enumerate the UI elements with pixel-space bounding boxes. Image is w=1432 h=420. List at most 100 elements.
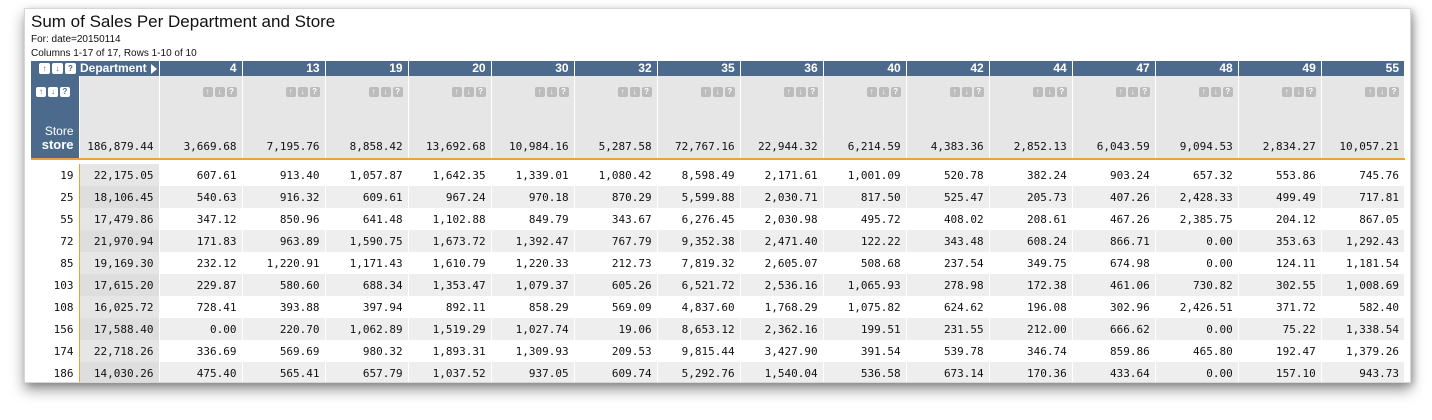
arrow-up-icon[interactable]: ↑ <box>285 87 296 98</box>
store-header-cell: ↑ ↓? Store store <box>31 76 80 161</box>
arrow-up-icon[interactable]: ↑ <box>202 87 213 98</box>
arrow-down-icon[interactable]: ↓ <box>1127 87 1138 98</box>
triangle-right-icon[interactable] <box>150 63 157 74</box>
arrow-down-icon[interactable]: ↓ <box>712 87 723 98</box>
sales-value-cell: 963.89 <box>242 230 326 253</box>
report-title: Sum of Sales Per Department and Store <box>31 12 336 31</box>
sales-value-cell: 569.69 <box>242 340 326 363</box>
store-id-cell[interactable]: 19 <box>31 164 80 187</box>
sales-value-cell: 967.24 <box>408 186 492 209</box>
arrow-up-icon[interactable]: ↑ <box>617 87 628 98</box>
store-id-cell[interactable]: 186 <box>31 362 80 382</box>
arrow-up-icon[interactable]: ↑ <box>39 63 50 75</box>
department-column-header[interactable]: 36 <box>740 61 824 77</box>
department-column-header[interactable]: 32 <box>574 61 658 77</box>
arrow-up-icon[interactable]: ↑ <box>451 87 462 98</box>
question-icon[interactable]: ? <box>309 87 320 98</box>
arrow-up-icon[interactable]: ↑ <box>949 87 960 98</box>
department-total-value: 10,057.21 <box>1339 140 1399 154</box>
store-field-label: store <box>41 137 74 153</box>
sales-value-cell: 970.18 <box>491 186 575 209</box>
sales-value-cell: 371.72 <box>1238 296 1322 319</box>
arrow-up-icon[interactable]: ↑ <box>1365 87 1375 98</box>
question-icon[interactable]: ? <box>392 87 403 98</box>
department-column-header[interactable]: 19 <box>325 61 409 77</box>
arrow-down-icon[interactable]: ↓ <box>380 87 391 98</box>
question-icon[interactable]: ? <box>65 63 76 75</box>
department-total-cell: ↑ ↓? 2,852.13 <box>989 76 1073 161</box>
arrow-down-icon[interactable]: ↓ <box>961 87 972 98</box>
store-id-cell[interactable]: 103 <box>31 274 80 297</box>
arrow-up-icon[interactable]: ↑ <box>783 87 794 98</box>
department-column-header[interactable]: 49 <box>1238 61 1322 77</box>
arrow-down-icon[interactable]: ↓ <box>52 63 63 75</box>
range-info-line: Columns 1-17 of 17, Rows 1-10 of 10 <box>31 48 197 59</box>
question-icon[interactable]: ? <box>973 87 984 98</box>
question-icon[interactable]: ? <box>558 87 569 98</box>
department-column-header[interactable]: 47 <box>1072 61 1156 77</box>
arrow-down-icon[interactable]: ↓ <box>1293 87 1304 98</box>
question-icon[interactable]: ? <box>1222 87 1233 98</box>
arrow-up-icon[interactable]: ↑ <box>534 87 545 98</box>
sales-value-cell: 2,428.33 <box>1155 186 1239 209</box>
store-id-cell[interactable]: 85 <box>31 252 80 275</box>
sales-value-cell: 1,008.69 <box>1321 274 1406 297</box>
arrow-up-icon[interactable]: ↑ <box>1281 87 1292 98</box>
question-icon[interactable]: ? <box>475 87 486 98</box>
question-icon[interactable]: ? <box>724 87 735 98</box>
department-column-header[interactable]: 40 <box>823 61 907 77</box>
department-column-header[interactable]: 13 <box>242 61 326 77</box>
store-id-cell[interactable]: 55 <box>31 208 80 231</box>
question-icon[interactable]: ? <box>1139 87 1150 98</box>
arrow-up-icon[interactable]: ↑ <box>36 87 46 98</box>
sales-value-cell: 608.24 <box>989 230 1073 253</box>
sales-value-cell: 171.83 <box>159 230 243 253</box>
question-icon[interactable]: ? <box>1389 87 1399 98</box>
sales-value-cell: 349.75 <box>989 252 1073 275</box>
arrow-down-icon[interactable]: ↓ <box>629 87 640 98</box>
department-column-header[interactable]: 44 <box>989 61 1073 77</box>
store-id-cell[interactable]: 156 <box>31 318 80 341</box>
arrow-up-icon[interactable]: ↑ <box>1032 87 1043 98</box>
arrow-down-icon[interactable]: ↓ <box>1044 87 1055 98</box>
sales-value-cell: 609.61 <box>325 186 409 209</box>
department-column-header[interactable]: 55 <box>1321 61 1406 77</box>
arrow-down-icon[interactable]: ↓ <box>297 87 308 98</box>
store-id-cell[interactable]: 72 <box>31 230 80 253</box>
sales-value-cell: 391.54 <box>823 340 907 363</box>
arrow-down-icon[interactable]: ↓ <box>48 87 58 98</box>
arrow-down-icon[interactable]: ↓ <box>214 87 225 98</box>
arrow-up-icon[interactable]: ↑ <box>1115 87 1126 98</box>
department-column-header[interactable]: 30 <box>491 61 575 77</box>
department-column-header[interactable]: 48 <box>1155 61 1239 77</box>
arrow-up-icon[interactable]: ↑ <box>700 87 711 98</box>
total-all-value: 186,879.44 <box>87 140 154 154</box>
question-icon[interactable]: ? <box>641 87 652 98</box>
arrow-down-icon[interactable]: ↓ <box>1377 87 1387 98</box>
department-column-header[interactable]: 4 <box>159 61 243 77</box>
department-column-header[interactable]: 20 <box>408 61 492 77</box>
question-icon[interactable]: ? <box>1305 87 1316 98</box>
question-icon[interactable]: ? <box>1056 87 1067 98</box>
arrow-down-icon[interactable]: ↓ <box>463 87 474 98</box>
question-icon[interactable]: ? <box>60 87 70 98</box>
store-id-cell[interactable]: 25 <box>31 186 80 209</box>
sales-value-cell: 192.47 <box>1238 340 1322 363</box>
report-window: Sum of Sales Per Department and Store Fo… <box>24 8 1411 383</box>
arrow-up-icon[interactable]: ↑ <box>1198 87 1209 98</box>
question-icon[interactable]: ? <box>890 87 901 98</box>
department-column-header[interactable]: 35 <box>657 61 741 77</box>
arrow-down-icon[interactable]: ↓ <box>546 87 557 98</box>
store-id-cell[interactable]: 108 <box>31 296 80 319</box>
sales-value-cell: 433.64 <box>1072 362 1156 382</box>
department-column-header[interactable]: 42 <box>906 61 990 77</box>
arrow-up-icon[interactable]: ↑ <box>368 87 379 98</box>
question-icon[interactable]: ? <box>226 87 237 98</box>
arrow-down-icon[interactable]: ↓ <box>1210 87 1221 98</box>
arrow-up-icon[interactable]: ↑ <box>866 87 877 98</box>
department-label[interactable]: Department <box>80 61 147 76</box>
question-icon[interactable]: ? <box>807 87 818 98</box>
store-id-cell[interactable]: 174 <box>31 340 80 363</box>
arrow-down-icon[interactable]: ↓ <box>795 87 806 98</box>
arrow-down-icon[interactable]: ↓ <box>878 87 889 98</box>
